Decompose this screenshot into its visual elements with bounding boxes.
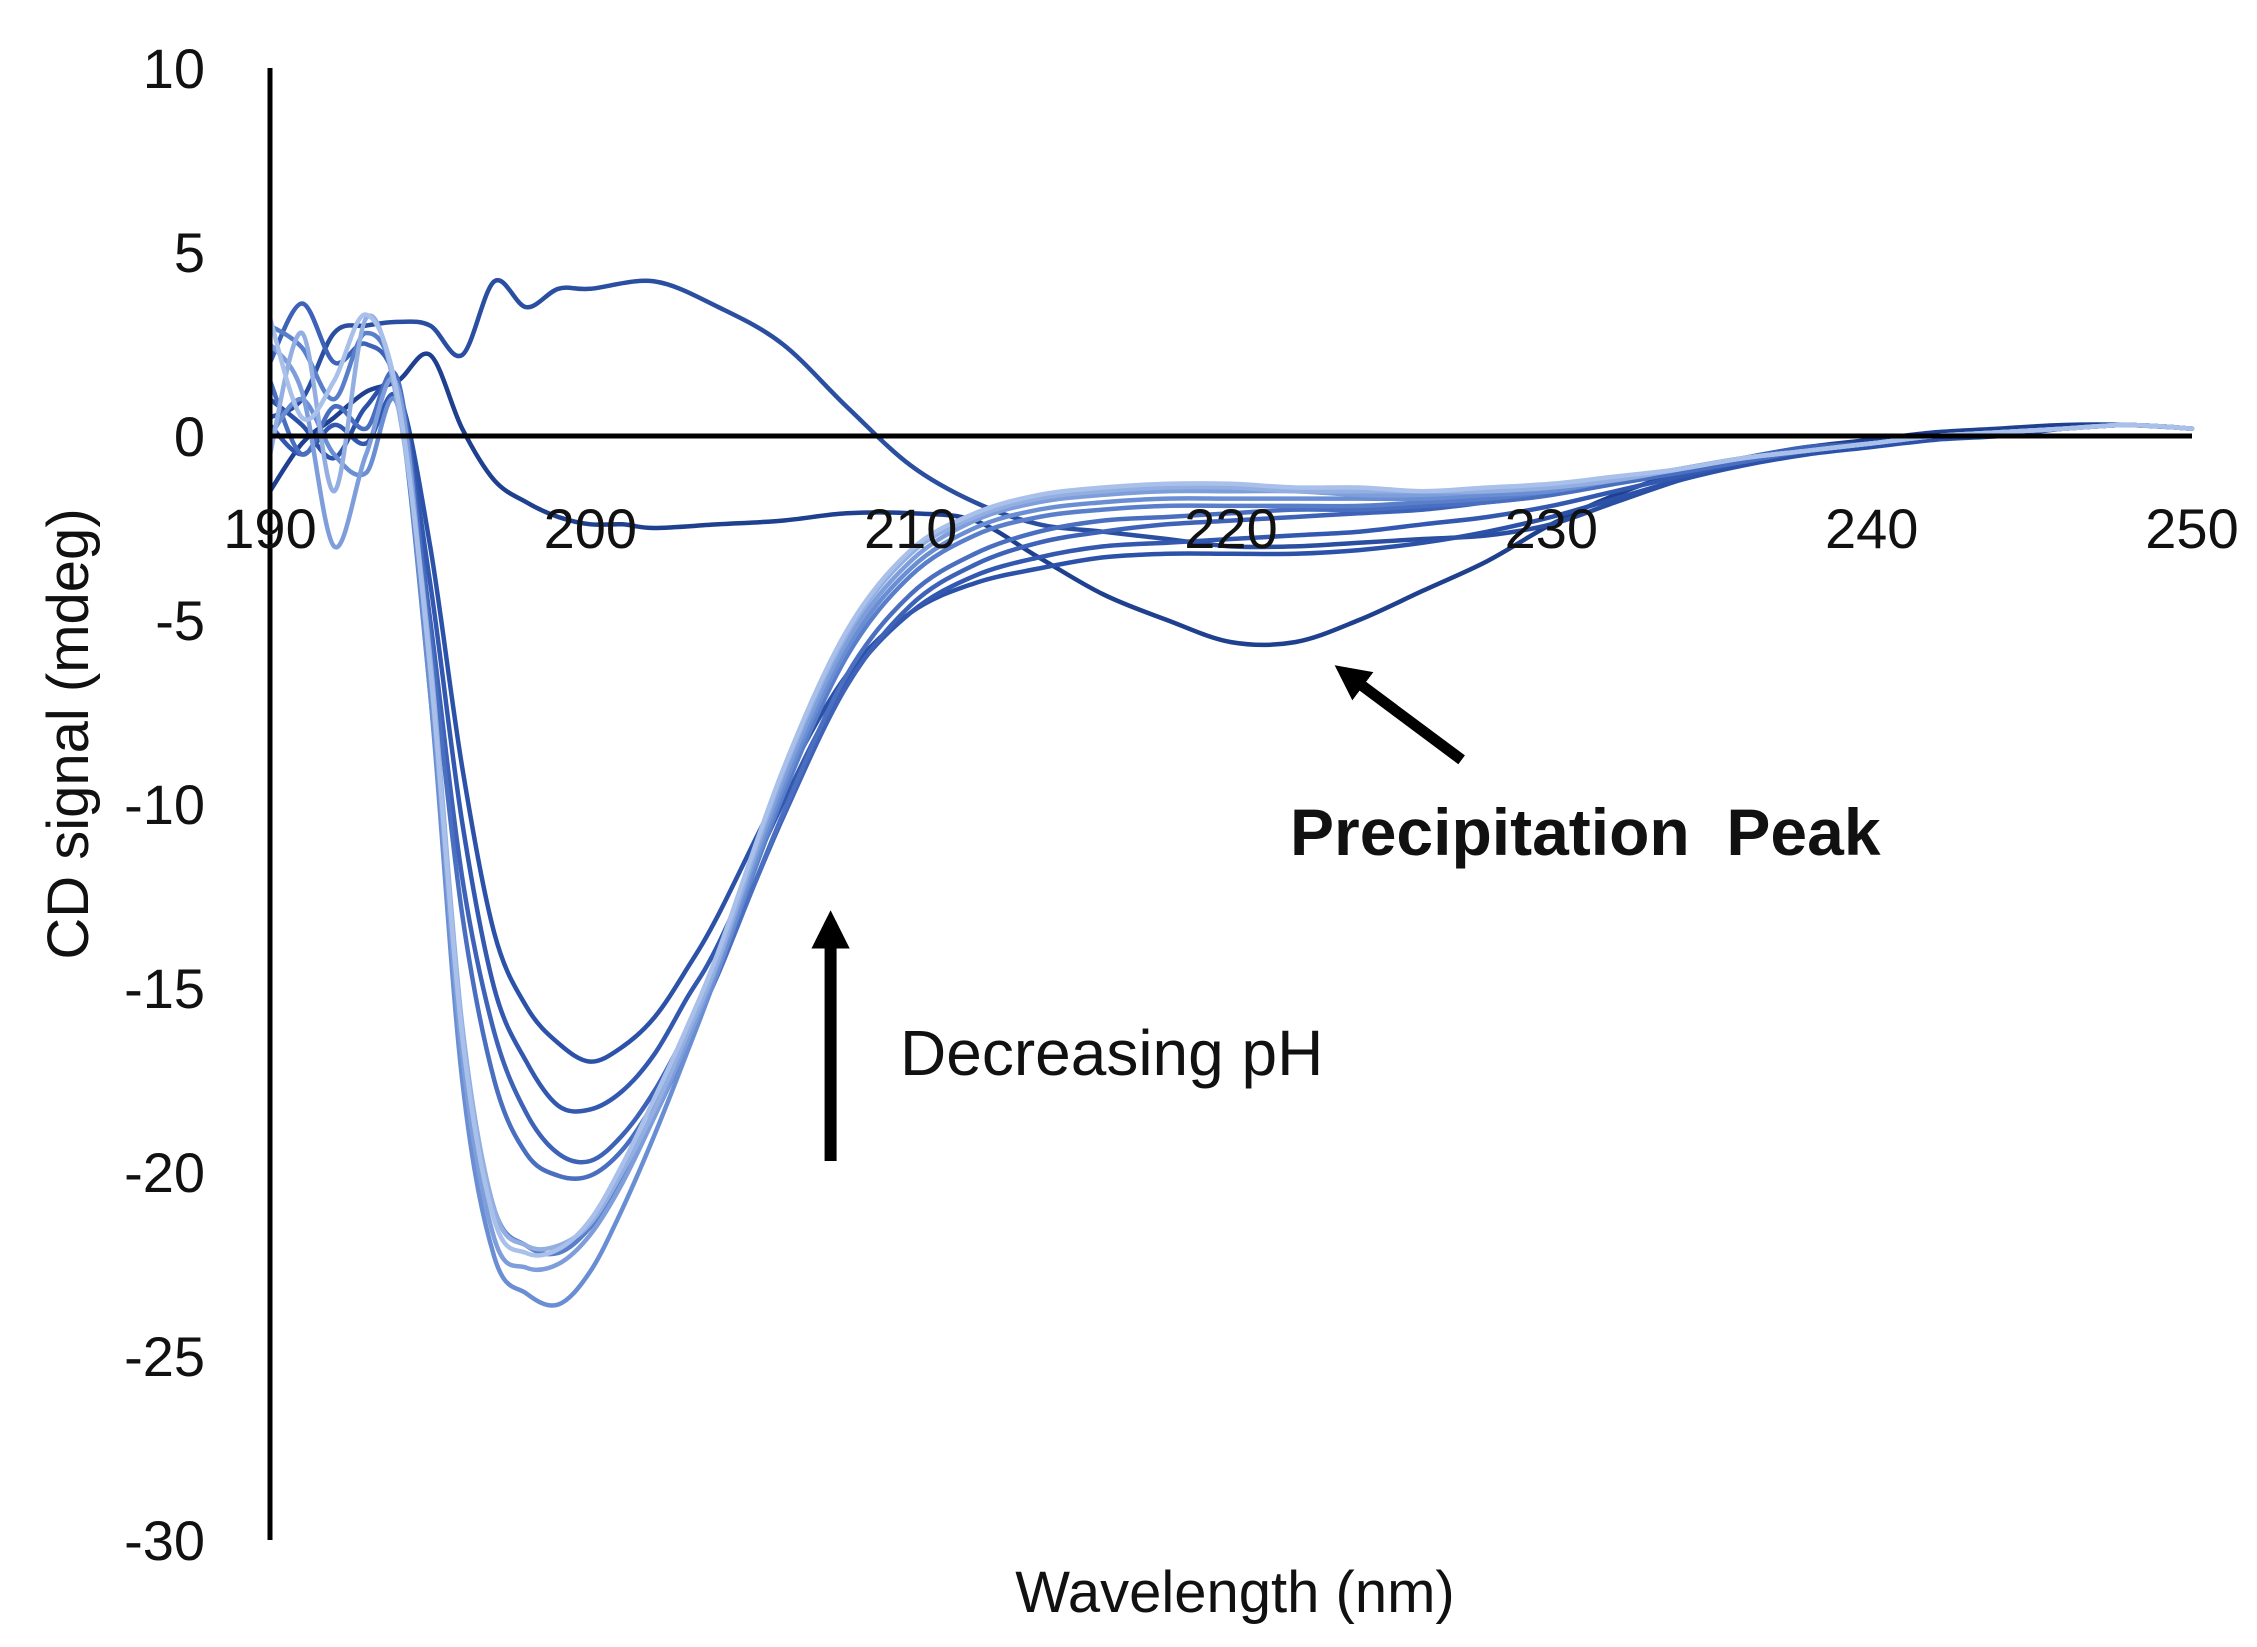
precipitation-arrow <box>1334 665 1465 765</box>
y-tick-label: 5 <box>174 221 205 284</box>
series-line-3 <box>267 380 2195 1064</box>
series-line-11 <box>267 312 2195 1258</box>
x-tick-label: 230 <box>1505 497 1598 560</box>
x-tick-label: 200 <box>544 497 637 560</box>
series-layer <box>267 277 2195 1308</box>
y-tick-label: 10 <box>143 37 205 100</box>
series-line-6 <box>267 369 2195 1181</box>
y-tick-label: -30 <box>124 1509 205 1572</box>
y-tick-labels: 10 5 0 -5 -10 -15 -20 -25 -30 <box>124 37 205 1572</box>
precipitation-peak-label: Precipitation Peak <box>1290 795 1881 869</box>
x-tick-label: 210 <box>864 497 957 560</box>
y-tick-label: -15 <box>124 957 205 1020</box>
y-tick-label: -10 <box>124 773 205 836</box>
x-tick-label: 240 <box>1825 497 1918 560</box>
y-tick-label: 0 <box>174 405 205 468</box>
annotation-layer: Precipitation Peak Decreasing pH <box>811 665 1881 1161</box>
x-tick-labels: 190 200 210 220 230 240 250 <box>223 497 2238 560</box>
y-tick-label: -5 <box>155 589 205 652</box>
x-tick-label: 250 <box>2145 497 2238 560</box>
decreasing-ph-label: Decreasing pH <box>900 1017 1323 1089</box>
y-axis-title: CD signal (mdeg) <box>36 508 101 959</box>
series-line-10 <box>267 313 2195 1252</box>
y-tick-label: -20 <box>124 1141 205 1204</box>
x-axis-title: Wavelength (nm) <box>1015 1560 1454 1625</box>
series-line-7 <box>267 323 2195 1257</box>
x-tick-label: 190 <box>223 497 316 560</box>
y-tick-label: -25 <box>124 1325 205 1388</box>
x-tick-label: 220 <box>1184 497 1277 560</box>
